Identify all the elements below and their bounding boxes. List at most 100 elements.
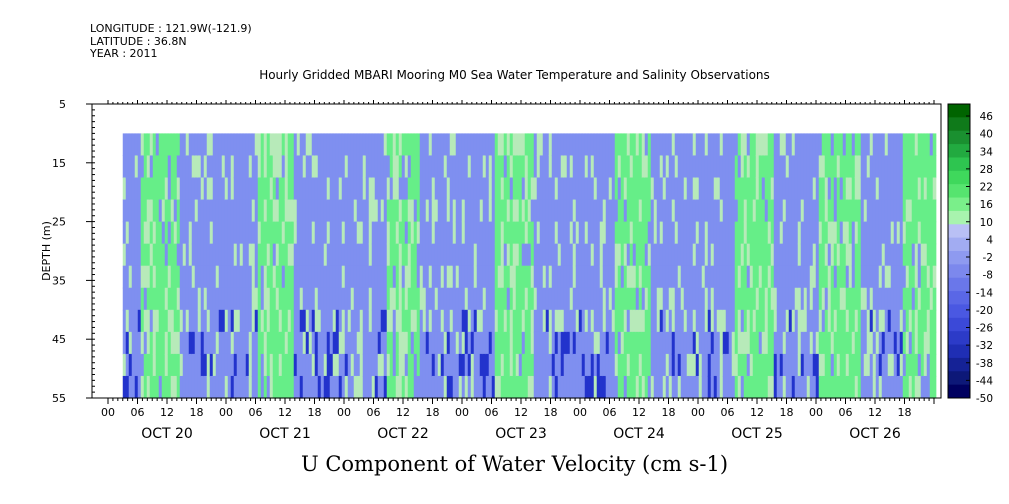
heatmap-cell — [182, 309, 187, 333]
heatmap-cell — [914, 287, 919, 311]
heatmap-cell — [386, 155, 391, 179]
heatmap-cell — [308, 331, 313, 355]
heatmap-cell — [149, 155, 154, 179]
heatmap-cell — [788, 287, 793, 311]
heatmap-cell — [125, 309, 130, 333]
heatmap-cell — [209, 177, 214, 201]
heatmap-cell — [650, 265, 655, 289]
heatmap-cell — [140, 199, 145, 223]
heatmap-cell — [413, 331, 418, 355]
heatmap-cell — [554, 177, 559, 201]
heatmap-cell — [173, 199, 178, 223]
heatmap-cell — [914, 331, 919, 355]
heatmap-cell — [290, 287, 295, 311]
heatmap-cell — [590, 309, 595, 333]
heatmap-cell — [584, 243, 589, 267]
heatmap-cell — [905, 243, 910, 267]
heatmap-cell — [569, 221, 574, 245]
heatmap-cell — [263, 353, 268, 377]
heatmap-cell — [419, 155, 424, 179]
heatmap-cell — [686, 243, 691, 267]
heatmap-cell — [455, 221, 460, 245]
heatmap-cell — [443, 199, 448, 223]
heatmap-cell — [392, 155, 397, 179]
heatmap-cell — [194, 265, 199, 289]
heatmap-cell — [863, 243, 868, 267]
heatmap-cell — [623, 133, 628, 157]
heatmap-cell — [854, 309, 859, 333]
heatmap-cell — [869, 155, 874, 179]
heatmap-cell — [152, 243, 157, 267]
heatmap-cell — [512, 155, 517, 179]
heatmap-cell — [380, 155, 385, 179]
heatmap-cell — [893, 199, 898, 223]
heatmap-cell — [302, 133, 307, 157]
heatmap-cell — [440, 133, 445, 157]
heatmap-cell — [242, 243, 247, 267]
heatmap-cell — [284, 199, 289, 223]
heatmap-cell — [293, 221, 298, 245]
heatmap-cell — [692, 177, 697, 201]
heatmap-cell — [506, 309, 511, 333]
heatmap-cell — [821, 265, 826, 289]
heatmap-cell — [872, 287, 877, 311]
heatmap-cell — [764, 221, 769, 245]
heatmap-cell — [485, 221, 490, 245]
heatmap-cell — [668, 199, 673, 223]
heatmap-cell — [554, 287, 559, 311]
x-hour-label: 06 — [131, 406, 145, 419]
heatmap-cell — [380, 353, 385, 377]
heatmap-cell — [401, 221, 406, 245]
heatmap-cell — [134, 309, 139, 333]
heatmap-cell — [830, 243, 835, 267]
heatmap-cell — [338, 375, 343, 399]
heatmap-cell — [356, 375, 361, 399]
heatmap-cell — [605, 353, 610, 377]
heatmap-cell — [875, 353, 880, 377]
heatmap-cell — [323, 331, 328, 355]
x-hour-label: 00 — [455, 406, 469, 419]
colorbar-label: -38 — [976, 358, 993, 370]
heatmap-cell — [680, 243, 685, 267]
heatmap-cell — [653, 309, 658, 333]
heatmap-cell — [710, 221, 715, 245]
heatmap-cell — [560, 221, 565, 245]
heatmap-cell — [239, 133, 244, 157]
heatmap-cell — [452, 199, 457, 223]
heatmap-cell — [926, 309, 931, 333]
heatmap-cell — [317, 265, 322, 289]
heatmap-cell — [422, 309, 427, 333]
heatmap-cell — [425, 309, 430, 333]
heatmap-cell — [716, 133, 721, 157]
heatmap-cell — [848, 309, 853, 333]
heatmap-cell — [257, 133, 262, 157]
heatmap-cell — [317, 155, 322, 179]
heatmap-cell — [227, 155, 232, 179]
heatmap-cell — [674, 221, 679, 245]
heatmap-cell — [737, 155, 742, 179]
heatmap-cell — [497, 133, 502, 157]
heatmap-cell — [836, 221, 841, 245]
heatmap-cell — [527, 155, 532, 179]
heatmap-cell — [890, 265, 895, 289]
heatmap-cell — [818, 221, 823, 245]
heatmap-cell — [638, 243, 643, 267]
heatmap-cell — [764, 309, 769, 333]
heatmap-cell — [656, 155, 661, 179]
heatmap-cell — [815, 287, 820, 311]
heatmap-cell — [341, 243, 346, 267]
heatmap-cell — [641, 155, 646, 179]
heatmap-cell — [212, 133, 217, 157]
heatmap-cell — [455, 309, 460, 333]
heatmap-cell — [701, 221, 706, 245]
heatmap-cell — [290, 309, 295, 333]
heatmap-cell — [434, 353, 439, 377]
heatmap-cell — [572, 287, 577, 311]
heatmap-cell — [404, 199, 409, 223]
heatmap-cell — [419, 133, 424, 157]
heatmap-cell — [554, 221, 559, 245]
heatmap-cell — [893, 221, 898, 245]
heatmap-cell — [818, 199, 823, 223]
heatmap-cell — [914, 243, 919, 267]
heatmap-cell — [656, 331, 661, 355]
